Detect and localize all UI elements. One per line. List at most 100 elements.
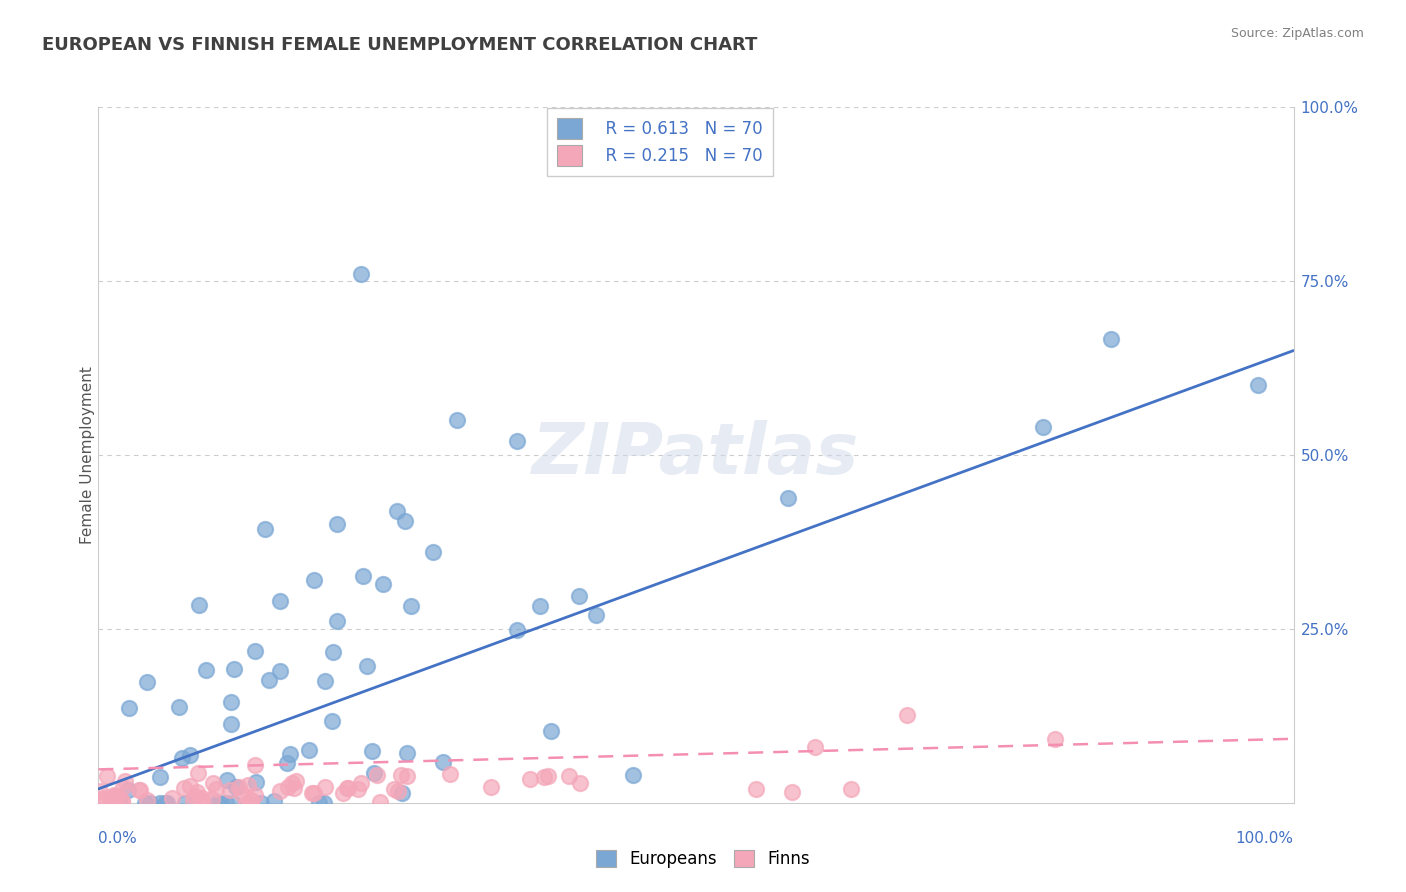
Point bbox=[128, 783, 150, 797]
Point bbox=[356, 658, 378, 673]
Point bbox=[174, 796, 197, 810]
Point bbox=[200, 792, 222, 806]
Point bbox=[276, 756, 298, 770]
Point bbox=[301, 786, 323, 800]
Point bbox=[149, 796, 172, 810]
Point bbox=[93, 791, 115, 805]
Point bbox=[101, 796, 124, 810]
Point bbox=[506, 624, 529, 638]
Point bbox=[225, 780, 247, 794]
Point bbox=[208, 796, 231, 810]
Point bbox=[314, 673, 336, 688]
Legend:   R = 0.613   N = 70,   R = 0.215   N = 70: R = 0.613 N = 70, R = 0.215 N = 70 bbox=[547, 109, 773, 176]
Point bbox=[336, 781, 359, 796]
Text: ZIPatlas: ZIPatlas bbox=[533, 420, 859, 490]
Point bbox=[104, 789, 127, 804]
Point bbox=[337, 781, 360, 796]
Point bbox=[191, 790, 214, 805]
Point bbox=[314, 780, 336, 794]
Point bbox=[250, 796, 273, 810]
Point bbox=[363, 765, 385, 780]
Point bbox=[314, 796, 336, 810]
Point bbox=[745, 781, 768, 796]
Point bbox=[322, 645, 344, 659]
Point bbox=[108, 796, 131, 810]
Point bbox=[585, 608, 607, 623]
Point bbox=[446, 413, 468, 427]
Point bbox=[368, 795, 391, 809]
Point bbox=[321, 714, 343, 729]
Point bbox=[224, 662, 246, 676]
Point bbox=[387, 784, 409, 798]
Point bbox=[135, 675, 157, 690]
Point bbox=[332, 786, 354, 800]
Point bbox=[240, 793, 263, 807]
Point bbox=[360, 744, 382, 758]
Point bbox=[186, 785, 208, 799]
Text: Source: ZipAtlas.com: Source: ZipAtlas.com bbox=[1230, 27, 1364, 40]
Point bbox=[389, 768, 412, 782]
Point bbox=[103, 789, 125, 803]
Point bbox=[167, 700, 190, 714]
Point bbox=[396, 769, 419, 783]
Point bbox=[277, 780, 299, 795]
Point bbox=[350, 776, 373, 790]
Point bbox=[395, 746, 418, 760]
Point bbox=[281, 776, 304, 790]
Point bbox=[103, 791, 125, 805]
Point bbox=[391, 786, 413, 800]
Point bbox=[269, 665, 291, 679]
Point bbox=[394, 514, 416, 528]
Point bbox=[533, 770, 555, 784]
Point bbox=[217, 772, 239, 787]
Point bbox=[96, 769, 118, 783]
Point bbox=[537, 769, 560, 783]
Point bbox=[841, 781, 863, 796]
Point bbox=[128, 782, 150, 797]
Point bbox=[302, 573, 325, 587]
Point bbox=[432, 755, 454, 769]
Point bbox=[776, 491, 799, 505]
Point bbox=[298, 743, 321, 757]
Point bbox=[243, 644, 266, 658]
Point bbox=[134, 796, 156, 810]
Point bbox=[187, 599, 209, 613]
Point bbox=[117, 782, 139, 797]
Point bbox=[219, 717, 242, 731]
Point bbox=[439, 766, 461, 780]
Point bbox=[283, 780, 305, 795]
Point bbox=[173, 781, 195, 796]
Point bbox=[156, 796, 179, 810]
Point bbox=[149, 770, 172, 784]
Point bbox=[103, 789, 125, 804]
Point bbox=[228, 780, 250, 794]
Point bbox=[558, 769, 581, 783]
Point bbox=[1043, 732, 1066, 747]
Point bbox=[399, 599, 422, 613]
Point bbox=[184, 789, 207, 804]
Point bbox=[218, 783, 240, 797]
Point bbox=[347, 782, 370, 797]
Point bbox=[1032, 420, 1054, 434]
Point bbox=[183, 793, 205, 807]
Point bbox=[243, 789, 266, 803]
Point bbox=[202, 775, 225, 789]
Point bbox=[269, 594, 291, 608]
Text: 0.0%: 0.0% bbox=[98, 830, 138, 846]
Point bbox=[257, 673, 280, 688]
Point bbox=[118, 701, 141, 715]
Point bbox=[1246, 378, 1268, 392]
Point bbox=[896, 708, 918, 723]
Point bbox=[373, 577, 395, 591]
Point bbox=[205, 781, 228, 796]
Point bbox=[540, 723, 562, 738]
Point bbox=[278, 747, 301, 761]
Point bbox=[569, 776, 592, 790]
Point bbox=[780, 785, 803, 799]
Point bbox=[160, 791, 183, 805]
Point bbox=[112, 780, 135, 794]
Point bbox=[207, 796, 229, 810]
Point bbox=[235, 796, 257, 810]
Point bbox=[135, 793, 157, 807]
Point bbox=[179, 748, 201, 763]
